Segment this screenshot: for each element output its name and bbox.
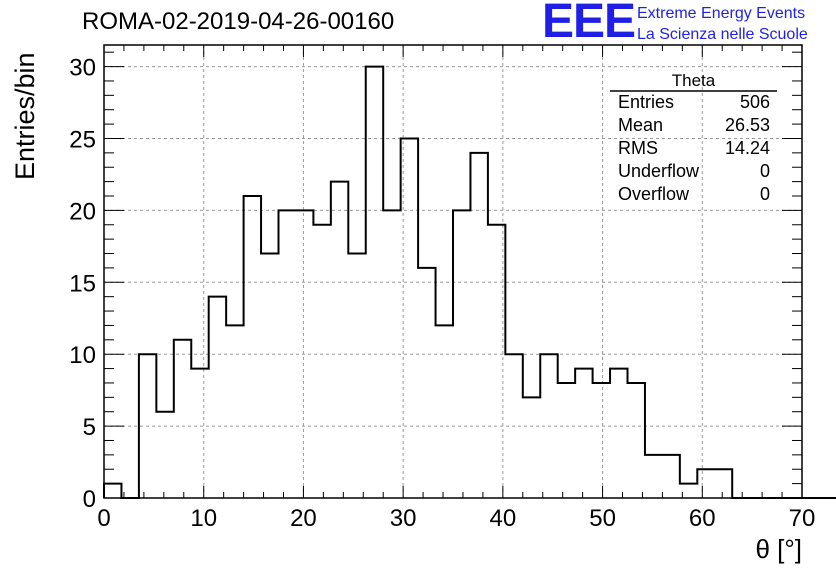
histogram-bin	[645, 455, 662, 498]
y-tick-label: 10	[69, 342, 96, 369]
y-tick-label: 15	[69, 270, 96, 297]
stats-value: 26.53	[724, 115, 770, 135]
plot-frame	[103, 44, 803, 499]
histogram-bin	[174, 340, 191, 498]
stats-value: 14.24	[724, 138, 770, 158]
histogram-bin	[331, 182, 348, 498]
y-tick-label: 20	[69, 198, 96, 225]
histogram-bin	[628, 383, 645, 498]
stats-value: 506	[739, 92, 770, 112]
stats-key: Underflow	[618, 161, 700, 181]
stats-row-entries: Entries 506	[618, 92, 770, 114]
histogram-bin	[470, 153, 487, 498]
histogram-bin	[313, 225, 330, 498]
histogram-bin	[244, 196, 261, 498]
stats-row-rms: RMS 14.24	[618, 138, 770, 160]
stats-title: Theta	[671, 71, 716, 90]
eee-logo-caption: Extreme Energy Events La Scienza nelle S…	[637, 3, 808, 45]
histogram-bin	[697, 469, 714, 498]
histogram-bin	[418, 268, 435, 498]
histogram-bin	[191, 369, 208, 498]
stats-key: Mean	[618, 115, 664, 135]
histogram-bin	[226, 325, 243, 498]
x-tick-label: 0	[97, 505, 110, 532]
stats-row-underflow: Underflow 0	[618, 161, 770, 183]
histogram-bin	[610, 369, 627, 498]
x-tick-label: 70	[789, 505, 816, 532]
histogram-bin	[523, 397, 540, 498]
x-tick-label: 20	[290, 505, 317, 532]
histogram-bin	[593, 383, 610, 498]
x-tick-label: 10	[190, 505, 217, 532]
x-tick-label: 60	[689, 505, 716, 532]
histogram-bin	[453, 210, 470, 498]
logo-line-2: La Scienza nelle Scuole	[637, 26, 808, 43]
histogram-bin	[348, 254, 365, 498]
stats-row-overflow: Overflow 0	[618, 184, 770, 206]
x-axis-label: θ [°]	[755, 534, 802, 564]
histogram-bin	[662, 455, 679, 498]
histogram-bin	[261, 254, 278, 498]
logo-line-1: Extreme Energy Events	[637, 5, 806, 22]
stats-value: 0	[759, 161, 770, 181]
stats-key: Entries	[618, 92, 675, 112]
histogram-bin	[488, 225, 505, 498]
histogram-bin	[575, 369, 592, 498]
x-tick-label: 50	[589, 505, 616, 532]
y-axis-label: Entries/bin	[10, 52, 40, 180]
stats-value: 0	[759, 184, 770, 204]
y-tick-label: 30	[69, 55, 96, 82]
stats-key: Overflow	[618, 184, 690, 204]
y-tick-label: 0	[83, 486, 96, 513]
x-tick-label: 30	[390, 505, 417, 532]
eee-logo: EEE	[542, 0, 636, 48]
histogram-bin	[209, 297, 226, 498]
histogram-bin	[104, 484, 121, 498]
histogram-bin	[279, 210, 296, 498]
stats-key: RMS	[618, 138, 658, 158]
y-tick-label: 25	[69, 126, 96, 153]
histogram-bin	[436, 325, 453, 498]
x-tick-label: 40	[490, 505, 517, 532]
y-tick-label: 5	[83, 414, 96, 441]
histogram-bin	[715, 469, 732, 498]
histogram-bin	[156, 412, 173, 498]
run-title: ROMA-02-2019-04-26-00160	[82, 8, 395, 35]
histogram-bin	[558, 383, 575, 498]
histogram-bin	[401, 138, 418, 498]
stats-row-mean: Mean 26.53	[618, 115, 770, 137]
